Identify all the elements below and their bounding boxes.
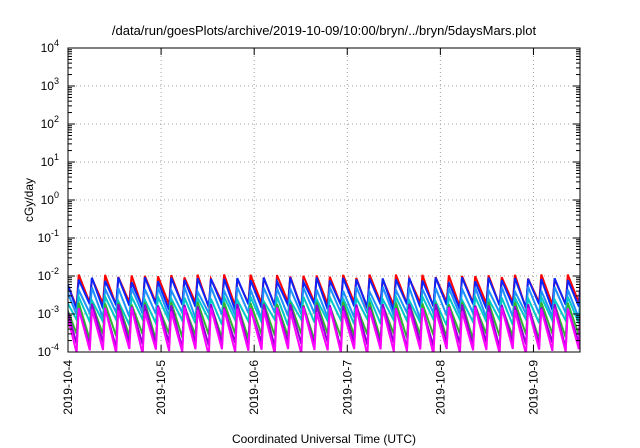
y-axis-label: cGy/day <box>22 178 36 222</box>
series-layer <box>68 274 580 352</box>
chart-title: /data/run/goesPlots/archive/2019-10-09/1… <box>112 23 537 38</box>
y-tick-label-exponent: 3 <box>54 76 59 86</box>
x-axis-label: Coordinated Universal Time (UTC) <box>232 432 416 446</box>
y-tick-label: 10-3 <box>38 304 59 321</box>
series-line <box>68 307 580 352</box>
y-tick-label: 10-2 <box>38 266 59 283</box>
y-tick-label: 10-1 <box>38 228 59 245</box>
y-tick-label-exponent: -1 <box>51 228 59 238</box>
y-tick-label-exponent: -4 <box>51 342 59 352</box>
y-tick-label: 104 <box>41 38 59 55</box>
y-tick-label: 101 <box>41 152 59 169</box>
y-tick-label: 103 <box>41 76 59 93</box>
ticks-layer <box>67 47 580 353</box>
y-tick-label-exponent: 0 <box>54 190 59 200</box>
labels-layer: 10-410-310-210-11001011021031042019-10-4… <box>38 38 541 415</box>
x-tick-label: 2019-10-4 <box>61 360 75 415</box>
y-tick-label-exponent: 1 <box>54 152 59 162</box>
x-tick-label: 2019-10-5 <box>154 360 168 415</box>
x-tick-label: 2019-10-9 <box>526 360 540 415</box>
y-tick-label-exponent: -3 <box>51 304 59 314</box>
y-tick-label-exponent: 4 <box>54 38 59 48</box>
y-tick-label: 10-4 <box>38 342 59 359</box>
y-tick-label-exponent: -2 <box>51 266 59 276</box>
y-tick-label: 100 <box>41 190 59 207</box>
y-tick-label-exponent: 2 <box>54 114 59 124</box>
y-tick-label: 102 <box>41 114 59 131</box>
x-tick-label: 2019-10-7 <box>340 360 354 415</box>
x-tick-label: 2019-10-6 <box>247 360 261 415</box>
x-tick-label: 2019-10-8 <box>433 360 447 415</box>
